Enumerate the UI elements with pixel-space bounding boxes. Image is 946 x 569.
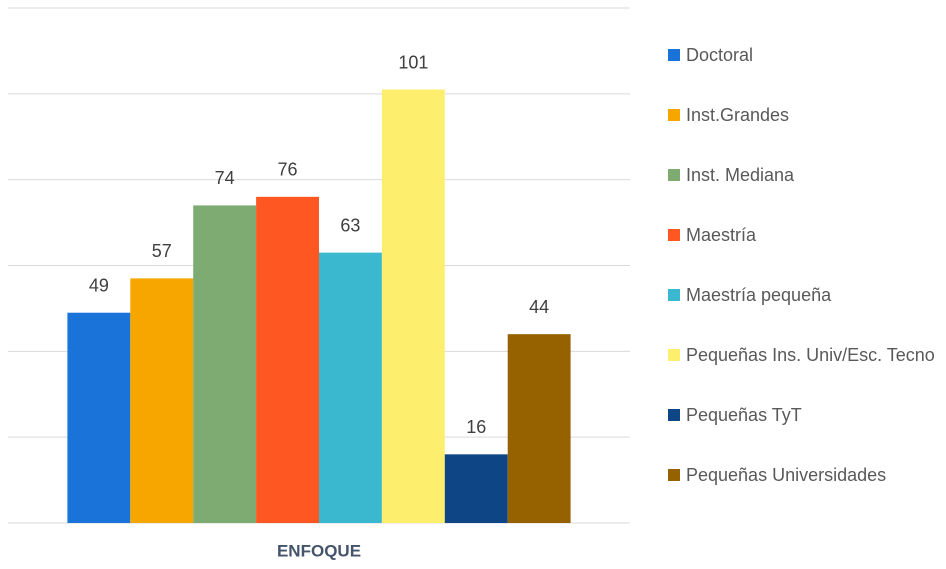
legend-label: Pequeñas Universidades: [686, 465, 887, 485]
bar: [193, 205, 257, 523]
bar: [256, 196, 319, 524]
data-label: 101: [398, 52, 428, 72]
chart: ENFOQUE 49 57 74 76 63 101 16 44: [8, 7, 630, 560]
data-label: 44: [529, 297, 549, 317]
legend-label: Pequeñas Ins. Univ/Esc. Tecno: [686, 345, 935, 365]
legend-entry: Maestría: [668, 224, 938, 246]
x-tick-label: ENFOQUE: [277, 541, 361, 560]
legend-entry: Inst. Mediana: [668, 164, 938, 186]
legend-label: Pequeñas TyT: [686, 405, 802, 425]
legend-swatch: [668, 229, 680, 241]
data-label: 76: [278, 160, 298, 180]
data-label: 63: [340, 215, 360, 235]
bar: [130, 278, 194, 523]
legend-entry: Inst.Grandes: [668, 104, 938, 126]
legend-label: Inst.Grandes: [686, 105, 790, 125]
legend-swatch: [668, 169, 680, 181]
bar: [319, 252, 382, 523]
legend-swatch: [668, 49, 680, 61]
legend-entry: Pequeñas Universidades: [668, 464, 938, 486]
bar: [381, 89, 445, 524]
data-label: 16: [466, 417, 486, 437]
legend-label: Doctoral: [686, 45, 754, 65]
bar: [444, 454, 508, 523]
legend-swatch: [668, 469, 680, 481]
legend-label: Inst. Mediana: [686, 165, 795, 185]
data-label: 57: [152, 241, 172, 261]
bar: [67, 312, 131, 523]
legend-swatch: [668, 289, 680, 301]
legend-entry: Maestría pequeña: [668, 284, 938, 306]
legend-label: Maestría: [686, 225, 757, 245]
legend-swatch: [668, 109, 680, 121]
bar: [507, 334, 571, 523]
legend-entry: Pequeñas Ins. Univ/Esc. Tecno: [668, 344, 938, 366]
legend-swatch: [668, 409, 680, 421]
legend-entry: Pequeñas TyT: [668, 404, 938, 426]
data-label: 49: [89, 275, 109, 295]
legend-entry: Doctoral: [668, 44, 938, 66]
legend-label: Maestría pequeña: [686, 285, 832, 305]
legend-swatch: [668, 349, 680, 361]
data-label: 74: [215, 168, 235, 188]
